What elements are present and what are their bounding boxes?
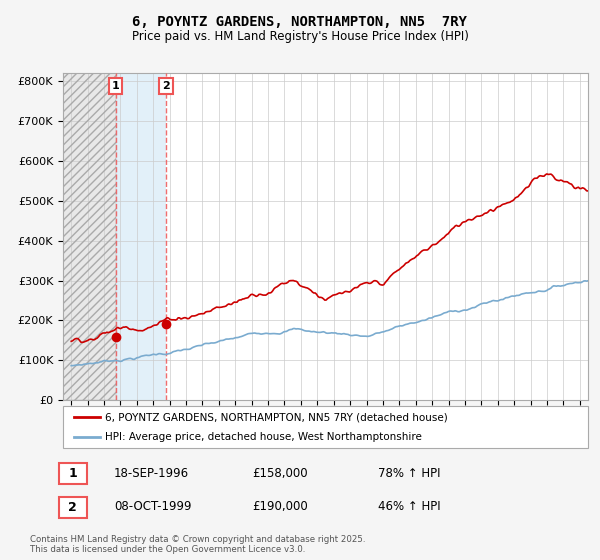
Text: 2: 2 <box>162 81 170 91</box>
Text: 78% ↑ HPI: 78% ↑ HPI <box>378 466 440 480</box>
Text: 1: 1 <box>68 467 77 480</box>
Bar <box>63 73 116 400</box>
Text: Contains HM Land Registry data © Crown copyright and database right 2025.
This d: Contains HM Land Registry data © Crown c… <box>30 535 365 554</box>
Text: 6, POYNTZ GARDENS, NORTHAMPTON, NN5 7RY (detached house): 6, POYNTZ GARDENS, NORTHAMPTON, NN5 7RY … <box>105 412 448 422</box>
Text: 2: 2 <box>68 501 77 514</box>
Text: £190,000: £190,000 <box>252 500 308 514</box>
Text: HPI: Average price, detached house, West Northamptonshire: HPI: Average price, detached house, West… <box>105 432 422 442</box>
Text: 6, POYNTZ GARDENS, NORTHAMPTON, NN5  7RY: 6, POYNTZ GARDENS, NORTHAMPTON, NN5 7RY <box>133 15 467 29</box>
Text: 46% ↑ HPI: 46% ↑ HPI <box>378 500 440 514</box>
Text: 1: 1 <box>112 81 120 91</box>
Bar <box>63 73 116 400</box>
Text: 08-OCT-1999: 08-OCT-1999 <box>114 500 191 514</box>
Text: £158,000: £158,000 <box>252 466 308 480</box>
Text: 18-SEP-1996: 18-SEP-1996 <box>114 466 189 480</box>
Bar <box>116 73 166 400</box>
Text: Price paid vs. HM Land Registry's House Price Index (HPI): Price paid vs. HM Land Registry's House … <box>131 30 469 43</box>
